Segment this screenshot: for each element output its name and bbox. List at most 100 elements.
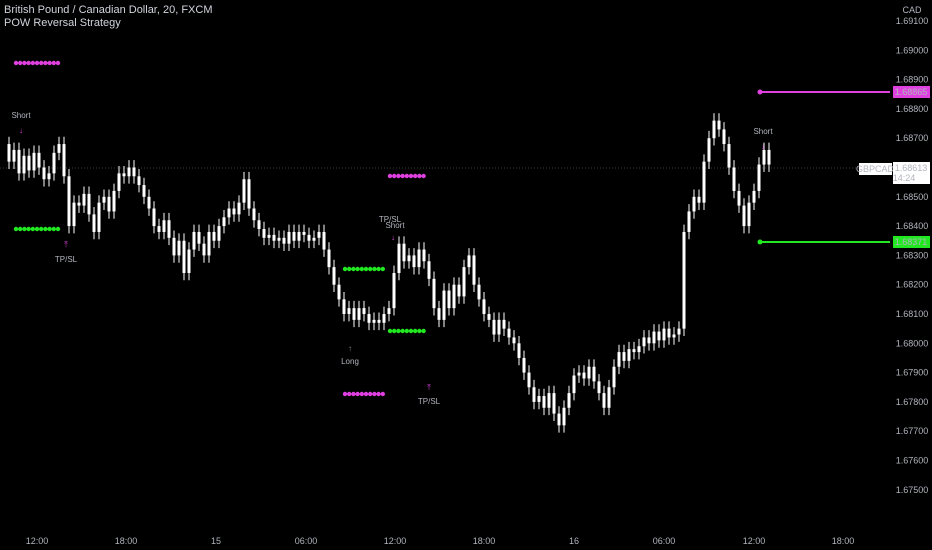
candle-body: [287, 231, 291, 244]
indicator-dot: [51, 60, 56, 66]
indicator-dot: [404, 173, 409, 179]
countdown-badge: 14:24: [893, 173, 916, 183]
candle-body: [757, 164, 761, 191]
indicator-dot: [363, 266, 369, 272]
candle-body: [477, 284, 481, 300]
candle-body: [307, 234, 311, 241]
price-tick: 1.68900: [896, 75, 929, 85]
price-axis[interactable]: 1.69100 1.69000 1.68900 1.68800 1.68700 1.686…: [896, 16, 929, 495]
candle-body: [547, 393, 551, 408]
candle-body: [452, 284, 456, 309]
price-tick: 1.68100: [896, 309, 929, 319]
indicator-dot: [376, 266, 381, 272]
candle-body: [297, 231, 301, 241]
price-tick: 1.68000: [896, 338, 929, 348]
short-arrow-1-icon: ↓: [19, 126, 23, 135]
candle-body: [537, 396, 541, 402]
candle-body: [272, 234, 276, 241]
indicator-title[interactable]: POW Reversal Strategy: [4, 17, 121, 29]
candle-body: [592, 366, 596, 382]
candle-body: [132, 167, 136, 177]
candle-body: [432, 278, 436, 309]
long-arrow-icon: ↑: [348, 344, 352, 353]
price-tick: 1.68400: [896, 221, 929, 231]
candle-body: [487, 314, 491, 320]
candle-body: [517, 343, 521, 358]
candle-body: [732, 167, 736, 191]
short-arrow-2-icon: ↓: [391, 233, 395, 242]
candle-body: [582, 372, 586, 379]
candle-body: [527, 372, 531, 388]
candle-body: [542, 396, 546, 408]
candle-body: [652, 331, 656, 344]
indicator-dot: [387, 328, 393, 334]
indicator-dot: [380, 391, 385, 397]
candle-body: [247, 179, 251, 209]
candle-body: [742, 205, 746, 227]
candle-body: [187, 249, 191, 273]
candle-body: [492, 319, 496, 335]
indicator-dot: [30, 226, 35, 232]
time-tick: 12:00: [26, 536, 49, 546]
candle-body: [497, 319, 501, 335]
time-tick: 15: [211, 536, 221, 546]
indicator-dot: [404, 328, 409, 334]
candle-body: [747, 202, 751, 227]
candle-body: [357, 308, 361, 320]
lower-level-badge: 1.68371: [895, 237, 928, 247]
lower-level-badge-bg: [893, 236, 930, 248]
candle-body: [217, 226, 221, 241]
price-tick: 1.68800: [896, 104, 929, 114]
indicator-dot: [372, 391, 377, 397]
candle-body: [412, 255, 416, 268]
candle-body: [142, 185, 146, 197]
indicator-dot: [347, 391, 352, 397]
indicator-dot: [55, 60, 61, 66]
candle-body: [117, 173, 121, 191]
indicator-dot: [347, 266, 352, 272]
candle-body: [122, 173, 126, 177]
indicator-dot: [417, 328, 422, 334]
indicator-dot: [55, 226, 61, 232]
short-label-2: Short: [385, 221, 405, 230]
candle-body: [427, 261, 431, 279]
candle-body: [197, 231, 201, 244]
indicator-dot: [342, 391, 348, 397]
indicator-dot: [355, 391, 360, 397]
candle-body: [702, 161, 706, 203]
candle-body: [737, 190, 741, 206]
candle-body: [27, 155, 31, 171]
indicator-dot: [413, 328, 418, 334]
symbol-title[interactable]: British Pound / Canadian Dollar, 20, FXC…: [4, 4, 213, 16]
indicator-dot: [342, 266, 348, 272]
price-tick: 1.67600: [896, 456, 929, 466]
candle-body: [177, 240, 181, 256]
candle-body: [107, 196, 111, 212]
candle-body: [697, 196, 701, 203]
indicator-dot: [34, 60, 40, 66]
indicator-dot: [408, 173, 414, 179]
candle-body: [402, 243, 406, 262]
candle-body: [682, 231, 686, 329]
candle-body: [667, 328, 671, 338]
candle-body: [152, 208, 156, 227]
candle-body: [327, 249, 331, 268]
tpsl-label-3: TP/SL: [418, 397, 441, 406]
candle-body: [227, 208, 231, 218]
indicator-dot: [368, 391, 373, 397]
indicator-dot: [18, 226, 23, 232]
candle-body: [82, 193, 86, 206]
candle-body: [567, 393, 571, 408]
candle-body: [467, 255, 471, 268]
candle-body: [242, 179, 246, 203]
candle-body: [17, 149, 21, 174]
candle-body: [597, 381, 601, 394]
candle-body: [532, 387, 536, 402]
short-arrow-3-icon: ↓: [761, 142, 765, 151]
candle-body: [387, 308, 391, 314]
candle-body: [207, 231, 211, 256]
candle-body: [587, 366, 591, 379]
time-tick: 18:00: [473, 536, 496, 546]
time-axis[interactable]: 12:00 18:00 15 06:00 12:00 18:00 16 06:00 12:00 1…: [26, 536, 855, 546]
